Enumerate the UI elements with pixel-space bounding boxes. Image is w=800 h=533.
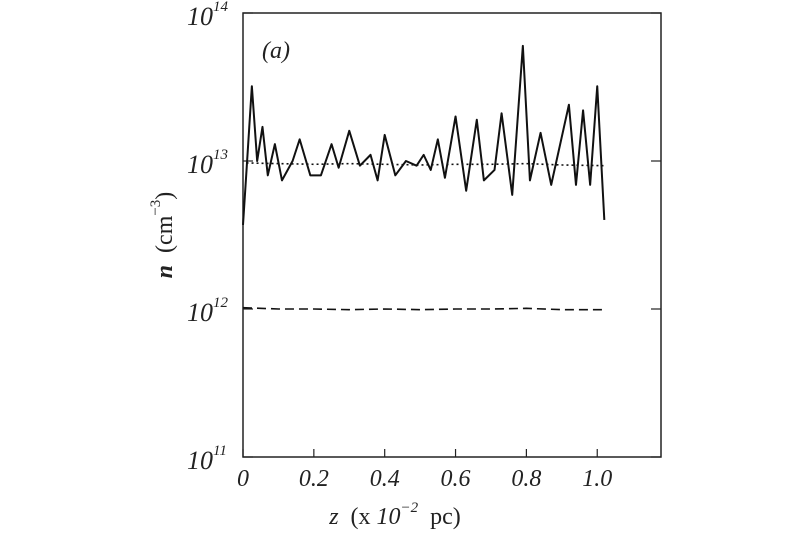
y-axis-label: n (cm−3) [148,192,178,279]
y-label-part: ) [152,192,178,200]
y-label-part: −3 [148,200,164,216]
x-label-part: −2 [401,500,419,516]
y-tick-label: 1011 [187,443,227,475]
y-tick-label: 1014 [187,0,229,31]
series-line [246,162,605,167]
x-tick-label: 0.2 [299,466,329,492]
x-tick-label: 0.4 [370,466,400,492]
y-tick-label: 1013 [187,147,228,179]
x-tick-label: 1.0 [582,466,612,492]
y-tick-exponent: 11 [213,443,227,459]
y-tick-base: 10 [187,2,213,31]
x-axis-label: z (x 10−2 pc) [328,500,461,530]
y-tick-base: 10 [187,298,213,327]
annotation: (a) [262,38,290,64]
y-tick-exponent: 12 [213,295,229,311]
plot-frame [242,12,662,458]
x-label-part: (x [351,504,371,530]
x-tick-label: 0.8 [511,466,541,492]
y-tick-exponent: 14 [213,0,229,15]
y-tick-base: 10 [187,150,213,179]
x-label-part: z [328,504,339,530]
x-label-part: pc) [430,504,461,530]
x-tick-label: 0 [237,466,249,492]
y-tick-base: 10 [187,446,213,475]
y-label-part: (cm [152,215,178,253]
x-tick-label: 0.6 [441,466,471,492]
y-tick-exponent: 13 [213,147,228,163]
y-tick-label: 1012 [187,295,229,327]
series-line [242,44,606,225]
series-line [242,306,605,311]
x-label-part: 10 [377,504,401,530]
y-label-part: n [152,265,178,278]
